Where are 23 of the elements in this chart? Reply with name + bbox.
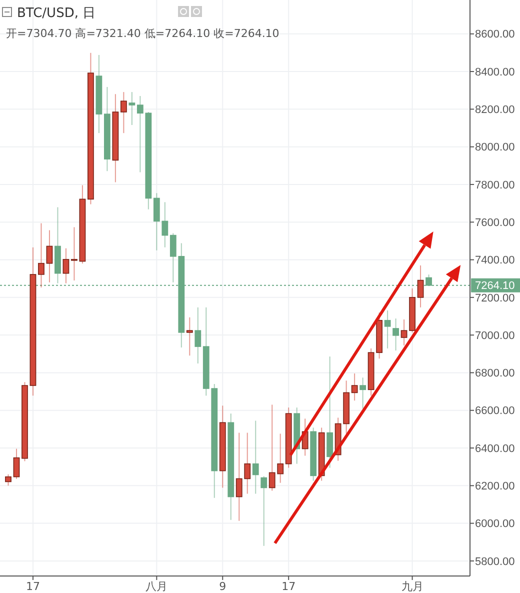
y-tick-label: 8400.00 bbox=[475, 66, 515, 78]
y-tick-label: 6200.00 bbox=[475, 480, 515, 492]
y-tick-label: 7600.00 bbox=[475, 216, 515, 229]
y-tick-label: 7400.00 bbox=[475, 254, 515, 267]
y-tick-label: 6000.00 bbox=[475, 518, 515, 530]
y-tick-label: 7800.00 bbox=[475, 179, 515, 192]
text: 开=7304.70 高=7321.40 低=7264.10 收=7264.10 bbox=[6, 27, 280, 40]
y-tick-label: 8200.00 bbox=[475, 104, 515, 116]
x-tick-label: 17 bbox=[282, 580, 296, 593]
y-tick-label: 8600.00 bbox=[475, 28, 515, 41]
x-tick-label: 九月 bbox=[401, 580, 424, 593]
y-tick-label: 6600.00 bbox=[475, 405, 515, 418]
x-tick-label: 八月 bbox=[146, 580, 168, 593]
x-tick-label: 9 bbox=[219, 580, 226, 593]
ref-line-label: 7264.10 bbox=[475, 280, 515, 292]
y-tick-label: 6400.00 bbox=[475, 442, 515, 455]
y-tick-label: 7200.00 bbox=[475, 292, 515, 304]
y-tick-label: 7000.00 bbox=[475, 330, 515, 342]
text: BTC/USD, 日 bbox=[17, 6, 96, 21]
y-tick-label: 8000.00 bbox=[475, 142, 515, 154]
x-tick-label: 17 bbox=[26, 580, 40, 593]
y-tick-label: 6800.00 bbox=[475, 368, 515, 380]
y-tick-label: 5800.00 bbox=[475, 556, 515, 568]
